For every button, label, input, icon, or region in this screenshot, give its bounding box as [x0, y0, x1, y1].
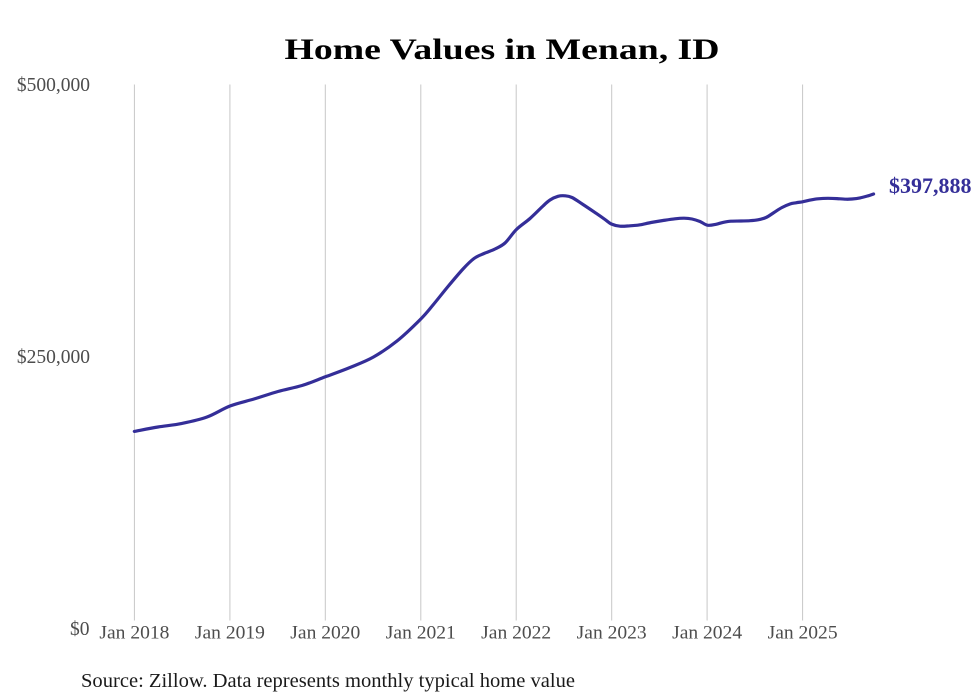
- svg-text:$397,888: $397,888: [889, 173, 972, 198]
- svg-text:Jan 2018: Jan 2018: [99, 623, 169, 644]
- svg-text:Jan 2022: Jan 2022: [481, 623, 551, 644]
- svg-text:Jan 2025: Jan 2025: [768, 623, 838, 644]
- svg-text:$500,000: $500,000: [17, 75, 90, 96]
- svg-text:Jan 2023: Jan 2023: [577, 623, 647, 644]
- svg-text:Source: Zillow. Data represent: Source: Zillow. Data represents monthly …: [81, 670, 575, 692]
- svg-text:Jan 2019: Jan 2019: [195, 623, 265, 644]
- svg-text:Jan 2024: Jan 2024: [672, 623, 743, 644]
- svg-text:$250,000: $250,000: [17, 347, 90, 368]
- svg-text:$0: $0: [70, 619, 90, 640]
- svg-text:Home Values in Menan, ID: Home Values in Menan, ID: [285, 33, 720, 66]
- svg-text:Jan 2020: Jan 2020: [290, 623, 360, 644]
- svg-text:Jan 2021: Jan 2021: [386, 623, 456, 644]
